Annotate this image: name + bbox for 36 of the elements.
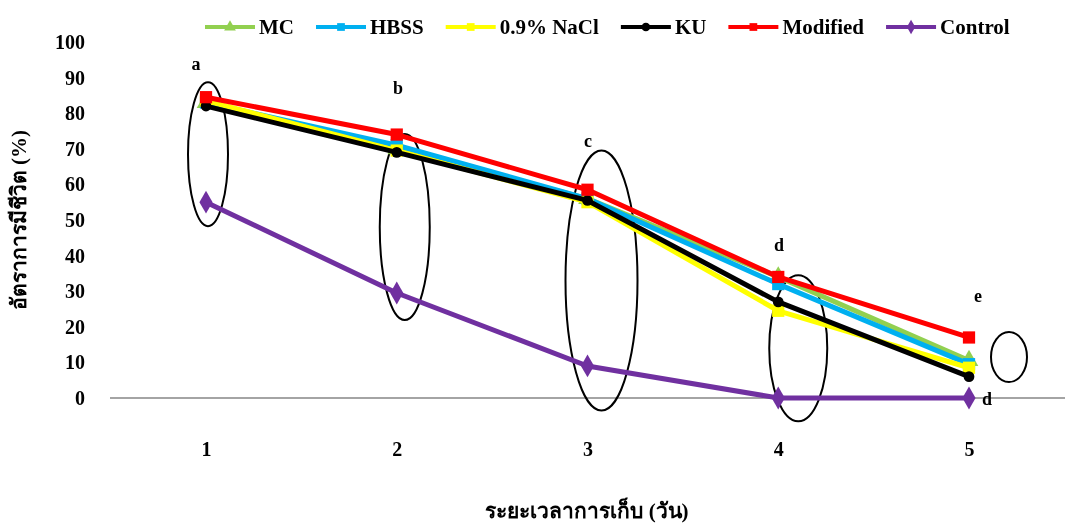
annotation: d — [773, 235, 785, 255]
point — [963, 371, 975, 382]
x-tick-label: 1 — [201, 438, 212, 461]
y-tick-label: 30 — [65, 280, 85, 303]
y-tick-label: 80 — [65, 102, 85, 125]
x-tick-label: 3 — [583, 438, 593, 461]
legend-label: 0.9% NaCl — [499, 15, 600, 39]
point — [962, 331, 976, 344]
x-axis-title: ระยะเวลาการเก็บ (วัน) — [485, 497, 689, 523]
y-tick-label: 70 — [65, 137, 85, 160]
legend-label: MC — [259, 15, 294, 39]
annotation: d — [981, 389, 993, 409]
annotation: b — [392, 78, 404, 98]
annotation: a — [191, 54, 201, 74]
legend-label: KU — [674, 15, 707, 39]
y-tick-label: 10 — [65, 351, 85, 374]
point — [581, 183, 594, 196]
y-axis-title: อัตราการมีชีวิต (%) — [7, 129, 31, 311]
point — [772, 296, 784, 308]
y-tick-label: 40 — [65, 244, 85, 267]
x-tick-label: 4 — [773, 438, 784, 461]
y-tick-label: 100 — [55, 30, 85, 53]
point — [772, 270, 785, 284]
x-tick-label: 2 — [392, 438, 403, 461]
legend-label: Control — [940, 15, 1010, 39]
annotation: e — [974, 286, 982, 306]
y-tick-label: 0 — [75, 386, 85, 409]
point — [390, 128, 403, 141]
y-tick-label: 20 — [65, 315, 85, 338]
y-tick-label: 60 — [65, 173, 85, 196]
legend-label: HBSS — [370, 15, 424, 39]
x-tick-label: 5 — [964, 438, 975, 461]
legend-label: Modified — [782, 15, 865, 39]
y-tick-label: 90 — [65, 66, 85, 89]
y-tick-label: 50 — [65, 208, 85, 231]
annotation: c — [584, 131, 592, 151]
